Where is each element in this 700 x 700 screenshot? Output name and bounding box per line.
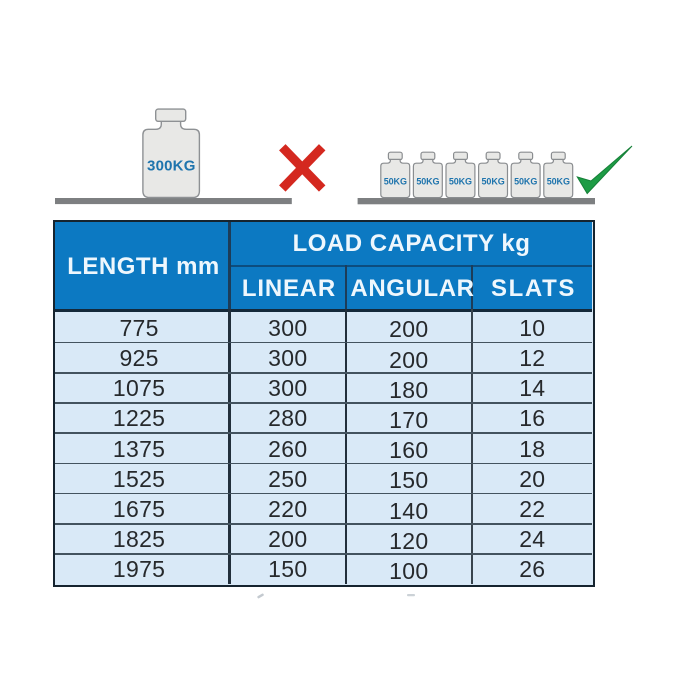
svg-text:50KG: 50KG <box>482 177 505 187</box>
svg-text:50KG: 50KG <box>384 177 407 187</box>
svg-text:50KG: 50KG <box>514 177 537 187</box>
svg-text:300KG: 300KG <box>147 158 196 175</box>
svg-text:50KG: 50KG <box>416 177 439 187</box>
svg-text:50KG: 50KG <box>449 177 472 187</box>
svg-text:50KG: 50KG <box>547 177 570 187</box>
